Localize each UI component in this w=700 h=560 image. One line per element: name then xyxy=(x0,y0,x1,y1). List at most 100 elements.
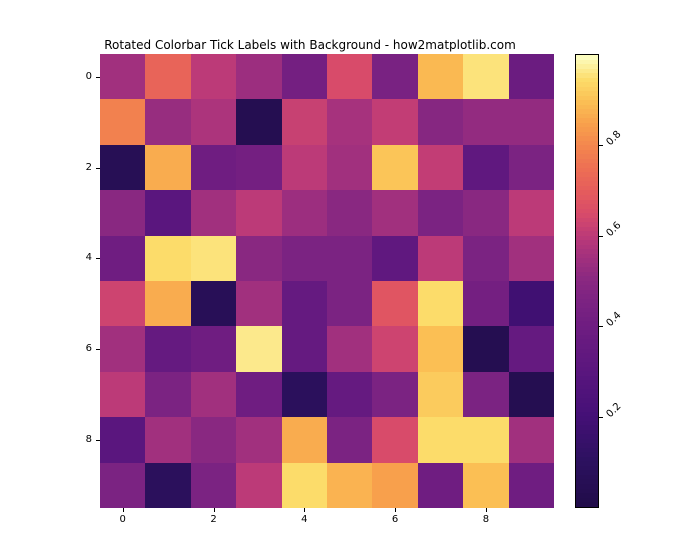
heatmap-cell xyxy=(327,326,372,371)
colorbar-tick-mark xyxy=(599,145,603,146)
heatmap-cell xyxy=(418,326,463,371)
heatmap-cell xyxy=(236,54,281,99)
y-tick-label: 6 xyxy=(62,343,92,354)
heatmap-cell xyxy=(463,326,508,371)
heatmap-cell xyxy=(372,372,417,417)
heatmap-cell xyxy=(463,372,508,417)
heatmap-cell xyxy=(191,281,236,326)
y-tick-mark xyxy=(96,258,100,259)
heatmap-cell xyxy=(145,236,190,281)
heatmap-cell xyxy=(236,236,281,281)
heatmap-cell xyxy=(418,99,463,144)
heatmap-cell xyxy=(327,417,372,462)
heatmap-cell xyxy=(145,326,190,371)
y-tick-mark xyxy=(96,440,100,441)
heatmap-cell xyxy=(509,372,554,417)
colorbar-tick-label: 0.6 xyxy=(602,217,625,240)
heatmap-cell xyxy=(145,190,190,235)
x-tick-label: 8 xyxy=(476,514,496,525)
y-tick-label: 4 xyxy=(62,252,92,263)
heatmap-cell xyxy=(236,190,281,235)
heatmap-cell xyxy=(282,463,327,508)
heatmap-cell xyxy=(509,190,554,235)
heatmap-cell xyxy=(463,54,508,99)
y-tick-mark xyxy=(96,77,100,78)
heatmap-cell xyxy=(100,463,145,508)
x-tick-label: 4 xyxy=(294,514,314,525)
heatmap-cell xyxy=(372,99,417,144)
heatmap-cell xyxy=(327,99,372,144)
heatmap-cell xyxy=(282,417,327,462)
heatmap-cell xyxy=(327,145,372,190)
x-tick-mark xyxy=(214,508,215,512)
y-tick-label: 8 xyxy=(62,434,92,445)
x-tick-label: 2 xyxy=(204,514,224,525)
heatmap-cell xyxy=(236,145,281,190)
heatmap-cell xyxy=(145,463,190,508)
heatmap-cell xyxy=(418,145,463,190)
heatmap-cell xyxy=(100,417,145,462)
x-tick-mark xyxy=(123,508,124,512)
heatmap-cell xyxy=(282,236,327,281)
heatmap-cell xyxy=(463,190,508,235)
heatmap-cell xyxy=(509,99,554,144)
heatmap-cell xyxy=(372,326,417,371)
heatmap-cell xyxy=(327,54,372,99)
heatmap-cell xyxy=(372,54,417,99)
heatmap-cell xyxy=(100,54,145,99)
heatmap-cell xyxy=(191,463,236,508)
heatmap-cell xyxy=(418,281,463,326)
chart-title: Rotated Colorbar Tick Labels with Backgr… xyxy=(0,38,620,52)
y-tick-label: 2 xyxy=(62,162,92,173)
heatmap-cell xyxy=(418,190,463,235)
y-tick-mark xyxy=(96,168,100,169)
heatmap-cell xyxy=(145,99,190,144)
heatmap-cell xyxy=(236,417,281,462)
heatmap-cell xyxy=(282,372,327,417)
heatmap-cell xyxy=(327,463,372,508)
colorbar-slice xyxy=(576,502,598,507)
colorbar xyxy=(575,54,599,508)
colorbar-tick-mark xyxy=(599,326,603,327)
heatmap-cell xyxy=(509,145,554,190)
y-tick-label: 0 xyxy=(62,71,92,82)
y-tick-mark xyxy=(96,349,100,350)
heatmap-grid xyxy=(100,54,554,508)
x-tick-mark xyxy=(395,508,396,512)
heatmap-cell xyxy=(282,54,327,99)
heatmap-cell xyxy=(372,190,417,235)
colorbar-tick-label: 0.8 xyxy=(602,127,625,150)
heatmap-cell xyxy=(372,145,417,190)
heatmap-cell xyxy=(236,99,281,144)
heatmap-cell xyxy=(463,236,508,281)
heatmap-cell xyxy=(463,417,508,462)
heatmap-cell xyxy=(145,145,190,190)
heatmap-cell xyxy=(100,326,145,371)
heatmap-cell xyxy=(100,281,145,326)
heatmap-cell xyxy=(191,326,236,371)
heatmap-cell xyxy=(191,372,236,417)
heatmap-cell xyxy=(327,236,372,281)
heatmap-cell xyxy=(191,145,236,190)
heatmap-cell xyxy=(282,99,327,144)
figure: Rotated Colorbar Tick Labels with Backgr… xyxy=(0,0,700,560)
heatmap-cell xyxy=(145,281,190,326)
heatmap-cell xyxy=(372,463,417,508)
heatmap-cell xyxy=(100,190,145,235)
heatmap-cell xyxy=(236,326,281,371)
heatmap-cell xyxy=(509,326,554,371)
heatmap-cell xyxy=(100,372,145,417)
heatmap-cell xyxy=(509,281,554,326)
heatmap-cell xyxy=(463,145,508,190)
heatmap-cell xyxy=(509,236,554,281)
heatmap-cell xyxy=(282,190,327,235)
heatmap-cell xyxy=(282,145,327,190)
heatmap-cell xyxy=(327,281,372,326)
x-tick-label: 0 xyxy=(113,514,133,525)
colorbar-tick-label: 0.4 xyxy=(602,308,625,331)
heatmap-cell xyxy=(145,417,190,462)
heatmap-cell xyxy=(145,372,190,417)
heatmap-cell xyxy=(509,54,554,99)
heatmap-cell xyxy=(100,99,145,144)
heatmap-cell xyxy=(191,417,236,462)
